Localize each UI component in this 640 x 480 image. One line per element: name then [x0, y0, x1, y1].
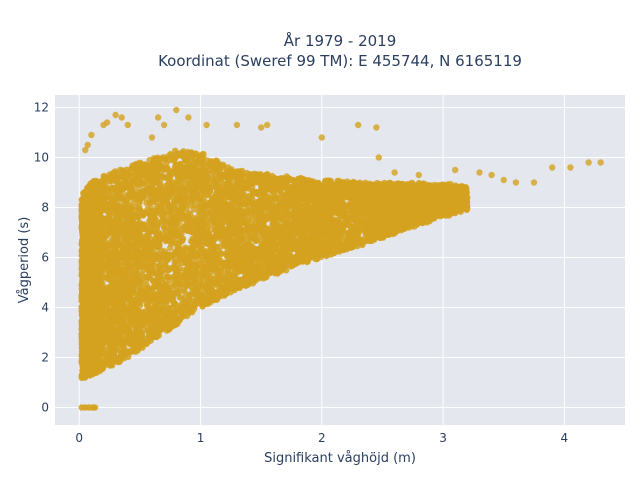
data-point — [165, 284, 172, 292]
data-point — [165, 273, 172, 281]
data-point — [172, 267, 179, 275]
data-point — [198, 273, 205, 281]
data-point — [219, 272, 226, 279]
data-point — [143, 199, 150, 207]
data-point — [271, 194, 278, 202]
data-point — [160, 174, 168, 181]
data-point — [214, 277, 222, 284]
data-point — [137, 302, 144, 309]
data-points — [78, 106, 604, 411]
data-point — [148, 256, 155, 263]
